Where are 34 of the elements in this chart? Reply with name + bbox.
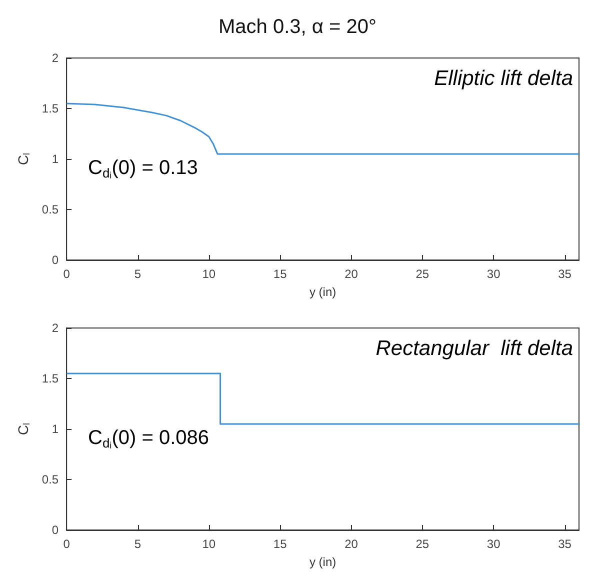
x-tick-label: 15 bbox=[273, 537, 288, 551]
y-tick-label: 1.5 bbox=[42, 102, 59, 116]
y-axis-title: Cl bbox=[15, 422, 32, 436]
x-axis-title: y (in) bbox=[309, 285, 336, 299]
x-tick-label: 35 bbox=[558, 267, 572, 281]
x-tick-label: 20 bbox=[344, 267, 358, 281]
x-tick-label: 30 bbox=[486, 537, 501, 551]
x-tick-label: 10 bbox=[202, 537, 216, 551]
chart-title: Mach 0.3, α = 20° bbox=[218, 16, 376, 38]
x-tick-label: 25 bbox=[416, 267, 430, 281]
y-axis-title: Cl bbox=[15, 152, 32, 166]
y-tick-label: 0 bbox=[52, 523, 59, 537]
x-tick-label: 5 bbox=[134, 267, 142, 281]
annotation: Rectangular lift delta bbox=[376, 337, 574, 360]
x-tick-label: 10 bbox=[202, 267, 216, 281]
y-tick-label: 0.5 bbox=[42, 472, 59, 486]
y-tick-label: 0 bbox=[52, 253, 59, 267]
x-tick-label: 0 bbox=[63, 267, 70, 281]
line-series bbox=[66, 102, 580, 155]
x-tick-label: 30 bbox=[486, 267, 501, 281]
y-tick-label: 1 bbox=[52, 422, 59, 436]
y-tick-label: 1.5 bbox=[42, 372, 59, 386]
x-tick-label: 35 bbox=[558, 537, 572, 551]
x-tick-label: 0 bbox=[63, 537, 70, 551]
annotation: Elliptic lift delta bbox=[434, 67, 573, 90]
y-tick-label: 0.5 bbox=[42, 202, 59, 216]
x-axis-title: y (in) bbox=[309, 555, 336, 569]
x-tick-label: 5 bbox=[134, 537, 142, 551]
x-tick-label: 20 bbox=[344, 537, 358, 551]
y-tick-label: 2 bbox=[52, 321, 59, 335]
x-tick-label: 25 bbox=[416, 537, 430, 551]
y-tick-label: 1 bbox=[52, 152, 59, 166]
y-tick-label: 2 bbox=[52, 51, 59, 65]
x-tick-label: 15 bbox=[273, 267, 288, 281]
